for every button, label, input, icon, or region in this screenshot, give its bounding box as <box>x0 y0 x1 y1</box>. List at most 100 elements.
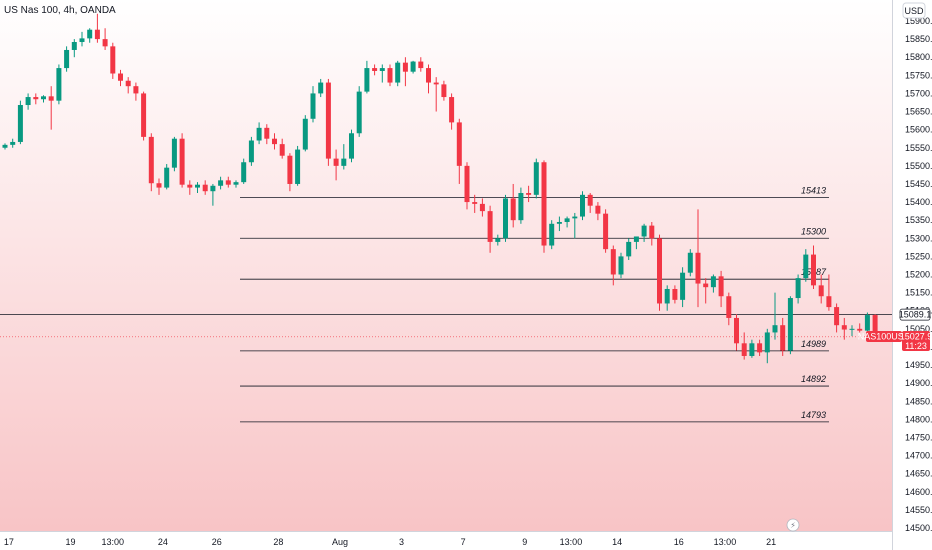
time-tick-label: 13:00 <box>560 537 583 547</box>
candle <box>395 60 401 87</box>
candle <box>171 136 177 172</box>
candle <box>41 95 46 103</box>
price-tick-label: 15800.0 <box>905 52 932 62</box>
candle <box>857 323 863 333</box>
price-tick-label: 14900.0 <box>905 378 932 388</box>
candle-body <box>233 182 239 185</box>
candle-body <box>364 68 370 92</box>
price-tick-label: 15250.0 <box>905 251 932 261</box>
candle <box>633 236 639 250</box>
candle <box>726 292 732 326</box>
symbol-name-tag-bg <box>866 331 902 342</box>
candle-body <box>526 193 532 195</box>
candle-body <box>449 97 455 123</box>
candle <box>710 274 716 293</box>
time-tick-label: 19 <box>65 537 75 547</box>
candle-body <box>210 185 216 192</box>
candle <box>572 212 578 239</box>
candle-body <box>372 68 378 71</box>
candle <box>164 164 170 190</box>
candle-body <box>33 97 39 100</box>
candle <box>487 205 493 253</box>
candle-body <box>618 256 624 275</box>
candle-body <box>464 165 470 203</box>
candle-body <box>610 249 616 275</box>
horizontal-line <box>0 314 892 338</box>
candle <box>657 234 662 311</box>
price-tick-label: 14650.0 <box>905 469 932 479</box>
currency-button-label: USD <box>904 6 924 16</box>
candle-body <box>503 198 508 239</box>
candle <box>818 274 824 304</box>
level-label: 15300 <box>801 226 826 236</box>
candle-body <box>379 68 385 71</box>
time-tick-label: 3 <box>399 537 404 547</box>
candle <box>749 339 755 358</box>
candle-body <box>71 42 77 50</box>
candle-body <box>272 138 277 145</box>
level-label: 14793 <box>801 410 826 420</box>
candle <box>433 77 439 112</box>
candle-body <box>102 39 108 47</box>
currency-button[interactable]: USD <box>902 2 926 19</box>
candle-body <box>533 162 539 195</box>
candle-body <box>479 203 485 212</box>
candle-body <box>456 122 462 166</box>
candle-body <box>248 140 254 163</box>
lightning-icon-circle <box>786 518 800 532</box>
candle <box>580 191 585 221</box>
candle-body <box>687 252 693 273</box>
candle <box>618 252 624 279</box>
candle <box>495 234 501 246</box>
candle <box>94 13 100 43</box>
candle-body <box>803 254 809 279</box>
candle <box>741 332 747 360</box>
candle <box>449 93 455 130</box>
candle-body <box>556 221 562 224</box>
price-axis-background <box>892 0 932 550</box>
candle <box>826 274 832 311</box>
candle <box>479 198 485 217</box>
price-tick-label: 15700.0 <box>905 88 932 98</box>
candle <box>764 328 770 364</box>
candle-body <box>641 225 647 237</box>
candle-body <box>94 29 100 40</box>
go-to-realtime-button[interactable]: ⚡ <box>786 518 800 532</box>
candle-body <box>171 138 177 168</box>
candle <box>279 138 285 159</box>
candle-body <box>195 184 200 188</box>
candle-body <box>295 149 301 184</box>
candle-body <box>87 29 93 39</box>
last-price-tag-text: 15027.9 <box>900 332 932 342</box>
price-tick-label: 15200.0 <box>905 270 932 280</box>
candle-body <box>510 198 516 221</box>
price-tick-label: 14800.0 <box>905 414 932 424</box>
candle <box>587 193 593 213</box>
candle <box>556 216 562 232</box>
candle-body <box>826 296 832 308</box>
candle-body <box>56 68 62 101</box>
candle <box>626 238 632 261</box>
price-tick-label: 14700.0 <box>905 451 932 461</box>
candle <box>110 42 116 79</box>
candle <box>664 285 670 311</box>
candle-body <box>395 62 401 83</box>
candle <box>641 223 647 242</box>
candle-body <box>741 343 747 356</box>
candle <box>241 158 247 184</box>
price-tick-label: 15900.0 <box>905 16 932 26</box>
price-tick-label: 15500.0 <box>905 161 932 171</box>
time-tick-label: 21 <box>766 537 776 547</box>
candle-body <box>857 328 863 331</box>
candle-body <box>148 136 154 184</box>
candle-body <box>387 68 393 83</box>
candle-body <box>202 184 208 192</box>
candle-body <box>241 162 247 183</box>
candle-body <box>264 127 270 139</box>
candle-body <box>225 180 231 185</box>
candle-body <box>495 238 501 242</box>
price-tick-label: 15400.0 <box>905 197 932 207</box>
candle-body <box>310 93 316 119</box>
candle <box>610 245 616 286</box>
